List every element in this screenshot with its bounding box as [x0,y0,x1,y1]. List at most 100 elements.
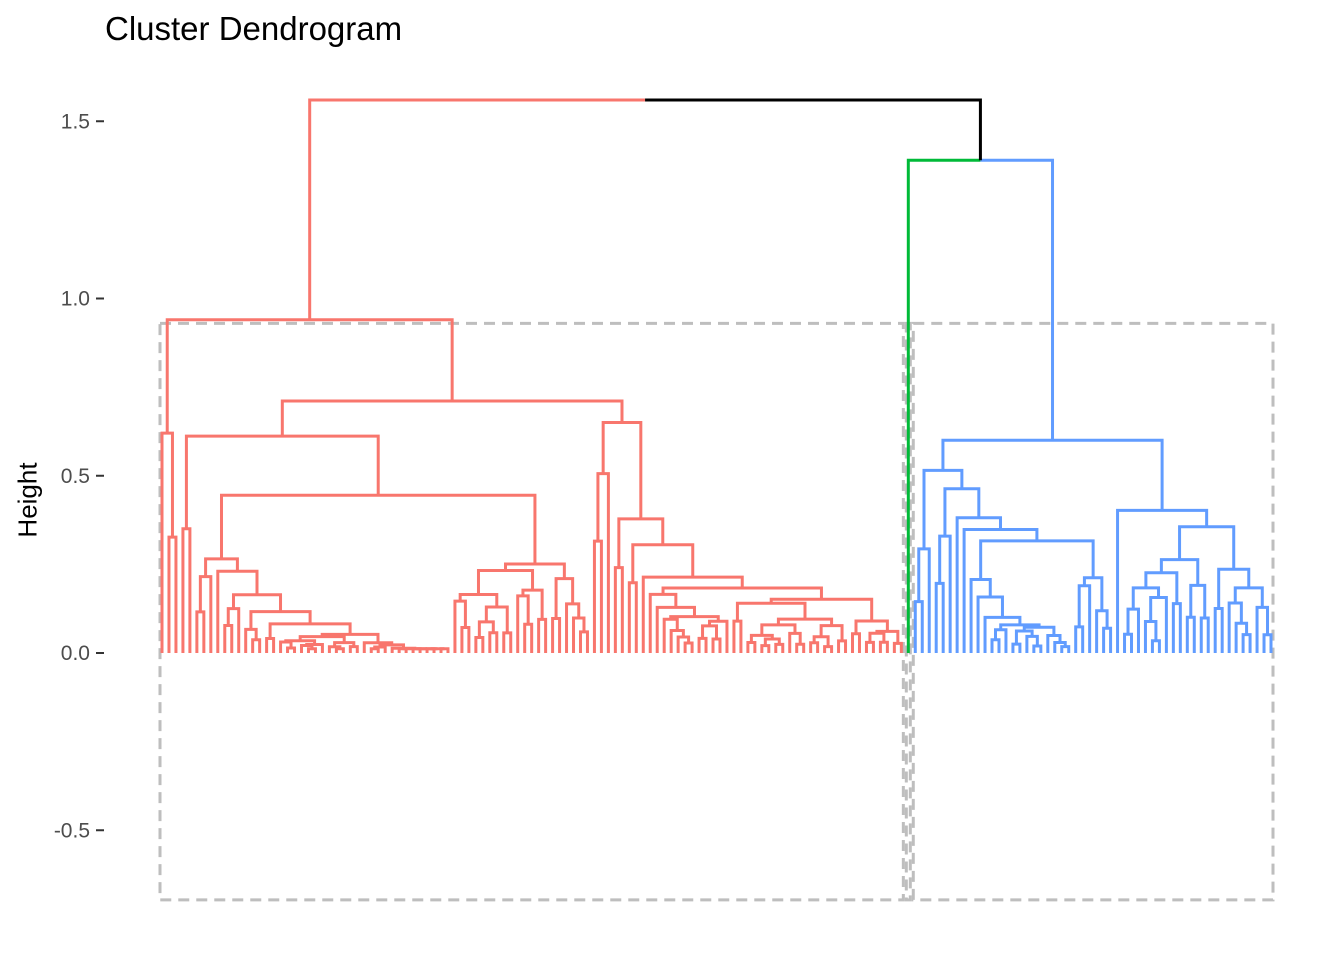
dendrogram-branch [943,487,981,537]
dendrogram-branch [613,566,624,653]
dendrogram-branch [983,615,1022,653]
dendrogram-branch [1082,576,1104,611]
dendrogram-branch [1255,605,1270,653]
dendrogram-branch [979,539,1095,580]
y-tick-label: 1.5 [61,110,90,133]
dendrogram-branch [219,493,537,564]
dendrogram-branch [1227,601,1243,653]
dendrogram-branch [955,516,1003,653]
dendrogram-branch [645,98,982,161]
dendrogram-branch [425,647,436,653]
dendrogram-branch [369,647,380,653]
dendrogram-branch [854,619,889,634]
dendrogram-branch [980,158,1055,441]
dendrogram-branch [788,631,802,653]
dendrogram-branch [265,636,276,653]
dendrogram-branch [1060,645,1071,653]
dendrogram-branch [308,98,646,320]
dendrogram-branch [669,628,685,653]
dendrogram-branch [1131,586,1161,610]
dendrogram-branch [460,625,471,653]
dendrogram-branch [231,593,283,612]
dendrogram-branch [631,543,695,583]
dendrogram-branch [776,617,834,626]
dendrogram-branch [286,646,297,653]
dendrogram-branch [1233,586,1264,608]
dendrogram-branch [976,595,1004,653]
dendrogram-branch [160,431,174,653]
dendrogram-branch [837,639,848,653]
dendrogram-branch [596,472,610,653]
dendrogram-branch [1014,629,1034,645]
dendrogram-branch [1046,633,1062,653]
y-tick-label: 1.0 [61,288,90,311]
chart-title: Cluster Dendrogram [105,10,403,47]
dendrogram-branch [523,622,534,653]
dendrogram-branch [683,641,694,653]
dendrogram-branch [476,568,535,595]
dendrogram-branch [439,647,450,653]
dendrogram-branch [795,642,806,653]
dendrogram-branch [962,527,1039,653]
dendrogram-branch [917,547,931,653]
dendrogram-branch [823,645,834,653]
dendrogram-branch [601,421,643,519]
dendrogram-branch [641,575,744,653]
dendrogram-branch [878,640,889,653]
dendrogram-branch [864,640,875,653]
dendrogram-branch [298,635,346,643]
dendrogram-branch [204,557,239,577]
dendrogram-branch [868,631,886,643]
dendrogram-branch [819,624,844,641]
dendrogram-branch [661,586,823,600]
dendrogram-branch [969,578,992,653]
dendrogram-branch [521,588,544,620]
dendrogram-branch [1171,602,1182,653]
dendrogram-branch [769,597,874,622]
dendrogram-branch [244,627,258,653]
cluster-box [911,321,1275,902]
dendrogram-branch [1126,607,1140,653]
y-tick-label: 0.0 [61,642,90,665]
dendrogram-branch [537,617,548,653]
dendrogram-branch [216,569,259,653]
dendrogram-branch [198,575,213,653]
dendrogram-branch [749,633,774,643]
dendrogram-branch [760,644,771,653]
dendrogram-branch [565,602,581,653]
dendrogram-branch [1189,583,1207,618]
dendrogram-branch [488,631,499,653]
cluster-box [158,321,905,902]
dendrogram-branch [299,643,314,653]
y-tick-label: 0.5 [61,465,90,488]
dendrogram-branch [1011,642,1022,653]
dendrogram-branch [701,624,718,639]
dendrogram-branch [484,605,509,633]
dendrogram-branch [268,622,352,639]
dendrogram-branch [732,619,743,653]
dendrogram-branch [280,399,624,437]
dendrogram-branch [697,636,708,653]
dendrogram-branch [251,638,262,653]
dendrogram-branch [892,641,903,653]
dendrogram-branch [348,645,359,653]
dendrogram-branch [578,630,589,653]
dendrogram-branch [1217,567,1251,609]
dendrogram-branch [1199,616,1210,653]
dendrogram-branch [306,647,317,653]
dendrogram-branch [662,617,679,653]
dendrogram-branch [551,616,562,653]
dendrogram-branch [167,535,178,653]
dendrogram-branch [1077,584,1092,653]
dendrogram-branch [922,468,964,549]
dendrogram-branch [1262,633,1273,653]
dendrogram-branch [941,438,1164,511]
dendrogram-branch [812,635,830,647]
dendrogram-branch [333,641,356,647]
dendrogram-branch [627,581,638,653]
dendrogram-branch [746,640,757,653]
dendrogram-branch [1234,621,1249,653]
dendrogram-branch [1241,633,1252,653]
y-tick-label: -0.5 [54,819,90,842]
